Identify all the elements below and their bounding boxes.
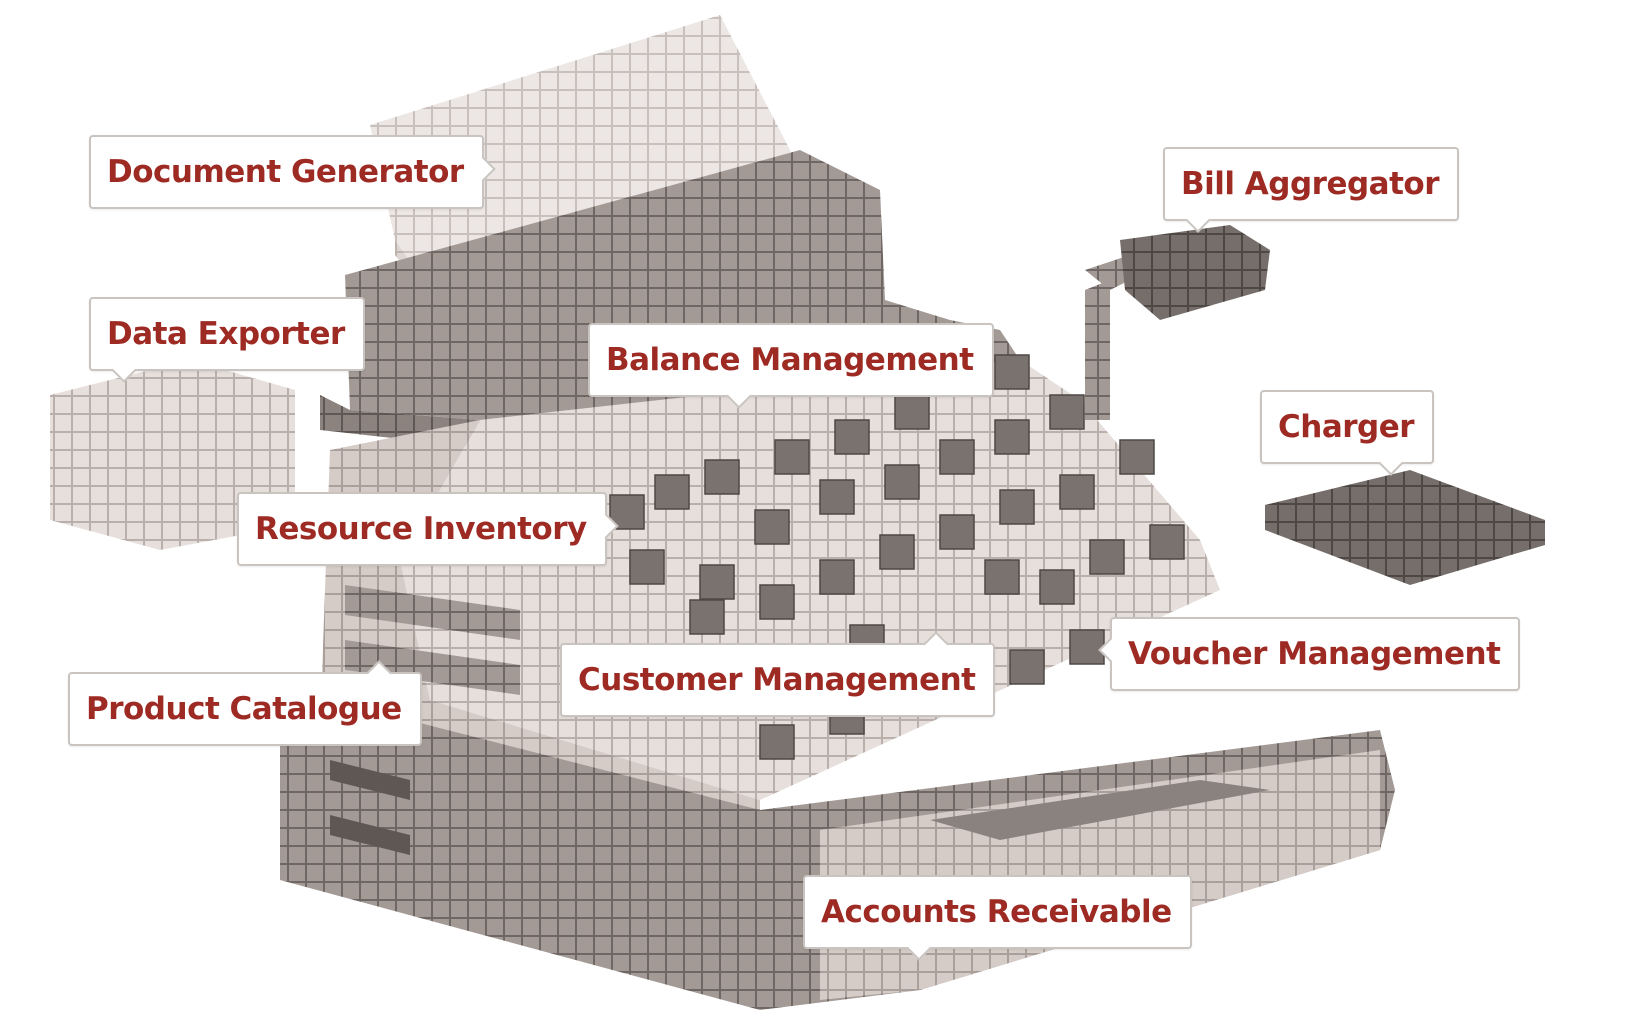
side-slots bbox=[345, 585, 520, 695]
bill-aggregator-label: Bill Aggregator bbox=[1163, 147, 1459, 233]
charger-label: Charger bbox=[1260, 390, 1435, 476]
data-exporter-label: Data Exporter bbox=[89, 297, 365, 383]
crank-handle bbox=[1085, 225, 1270, 420]
product-catalogue-label: Product Catalogue bbox=[68, 660, 422, 746]
resource-inventory-label: Resource Inventory bbox=[237, 492, 619, 566]
card-tray bbox=[1265, 470, 1545, 585]
accounts-receivable-label: Accounts Receivable bbox=[803, 875, 1192, 961]
customer-management-label: Customer Management bbox=[560, 631, 996, 717]
voucher-management-label: Voucher Management bbox=[1098, 617, 1521, 691]
balance-management-label: Balance Management bbox=[588, 323, 994, 409]
document-generator-label: Document Generator bbox=[89, 135, 496, 209]
data-stack bbox=[50, 360, 295, 550]
